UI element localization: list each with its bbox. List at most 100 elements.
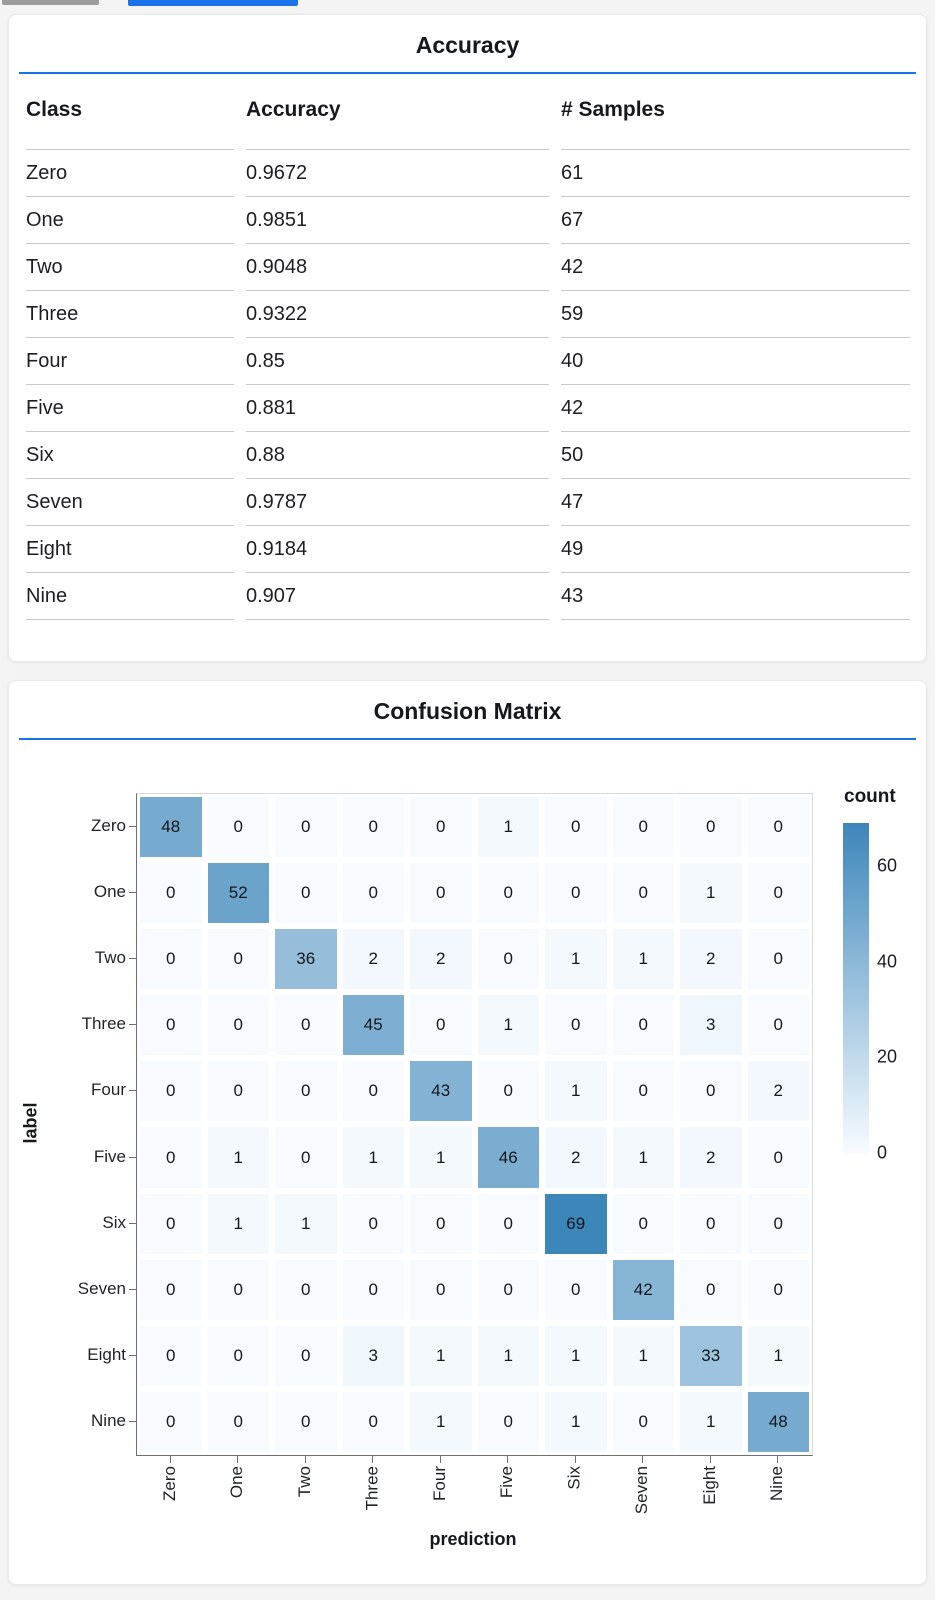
- row-samples-cell: 47: [561, 479, 910, 526]
- heatmap-cell-value: 0: [477, 929, 539, 990]
- heatmap-cell-value: 0: [140, 1391, 202, 1452]
- y-axis-tick: [129, 1024, 136, 1026]
- heatmap-cell-value: 0: [140, 929, 202, 990]
- heatmap-cell: 1: [610, 1124, 678, 1190]
- colorbar-tick-label: 20: [877, 1046, 898, 1067]
- heatmap-cell-value: 0: [207, 1325, 269, 1386]
- y-axis-label: Eight: [87, 1344, 126, 1364]
- heatmap-cell: 1: [677, 860, 745, 926]
- heatmap-cell-value: 1: [477, 797, 539, 858]
- x-axis-tick: [642, 1456, 644, 1463]
- heatmap-cell: 0: [542, 794, 610, 860]
- y-axis-label: Six: [102, 1212, 126, 1232]
- heatmap-cell-value: 0: [680, 797, 742, 858]
- heatmap-cell-value: 0: [680, 1061, 742, 1122]
- confusion-matrix-panel: Confusion Matrix 48 0 0 0 0 1 0 0 0 0 0 52 0 0 0 0 0 0 1 0 0…: [8, 680, 927, 1585]
- table-row: Seven 0.9787 47: [26, 479, 910, 526]
- x-axis-label-text: Two: [294, 1466, 314, 1498]
- y-axis-tick: [129, 892, 136, 894]
- title-underline: [19, 738, 916, 740]
- x-axis-title: prediction: [429, 1529, 517, 1549]
- heatmap-cell-value: 1: [410, 1127, 472, 1188]
- heatmap-cell-value: 0: [545, 863, 607, 924]
- heatmap-cell: 1: [272, 1191, 340, 1257]
- heatmap-cell-value: 0: [545, 1259, 607, 1320]
- heatmap-cell: 0: [610, 992, 678, 1058]
- x-axis-label-text: One: [227, 1466, 247, 1499]
- heatmap-cell: 0: [137, 860, 205, 926]
- heatmap-cell: 2: [542, 1124, 610, 1190]
- heatmap-cell-value: 0: [612, 995, 674, 1056]
- heatmap-cell-value: 2: [410, 929, 472, 990]
- heatmap-cell: 1: [610, 1323, 678, 1389]
- row-class-cell: Two: [26, 244, 234, 291]
- heatmap-cell-value: 1: [612, 1127, 674, 1188]
- table-row: Three 0.9322 59: [26, 291, 910, 338]
- heatmap-cell: 0: [745, 926, 813, 992]
- heatmap-cell: 0: [340, 1257, 408, 1323]
- tab-indicator-inactive[interactable]: [2, 0, 99, 5]
- colorbar-tick-label: 40: [877, 951, 898, 972]
- heatmap-cell-value: 0: [140, 1259, 202, 1320]
- heatmap-cell: 1: [407, 1124, 475, 1190]
- heatmap-cell-value: 0: [410, 797, 472, 858]
- table-row: One 0.9851 67: [26, 197, 910, 244]
- table-row: Nine 0.907 43: [26, 573, 910, 620]
- heatmap-cell-value: 0: [140, 1061, 202, 1122]
- heatmap-cell-value: 0: [410, 863, 472, 924]
- heatmap-cell: 1: [407, 1389, 475, 1455]
- heatmap-cell-value: 48: [747, 1391, 809, 1452]
- heatmap-cell: 0: [745, 1191, 813, 1257]
- heatmap-cell-value: 0: [747, 863, 809, 924]
- row-class-cell: Six: [26, 432, 234, 479]
- y-axis-tick: [129, 958, 136, 960]
- heatmap-cell: 36: [272, 926, 340, 992]
- panel-title: Accuracy: [415, 32, 520, 58]
- heatmap-cell: 0: [272, 1323, 340, 1389]
- table-row: Two 0.9048 42: [26, 244, 910, 291]
- row-accuracy-cell: 0.9787: [246, 479, 549, 526]
- heatmap-cell: 0: [677, 1257, 745, 1323]
- y-axis-label: Zero: [91, 816, 126, 836]
- heatmap-cell-value: 0: [275, 995, 337, 1056]
- heatmap-cell: 48: [745, 1389, 813, 1455]
- colorbar-tick-label: 60: [877, 855, 898, 876]
- row-accuracy-cell: 0.9322: [246, 291, 549, 338]
- heatmap-cell-value: 0: [612, 797, 674, 858]
- x-axis-tick: [574, 1456, 576, 1463]
- heatmap-cell: 1: [475, 1323, 543, 1389]
- heatmap-cell-value: 3: [680, 995, 742, 1056]
- row-class-cell: Zero: [26, 150, 234, 197]
- heatmap-cell-value: 2: [342, 929, 404, 990]
- heatmap-cell: 1: [475, 992, 543, 1058]
- heatmap-cell: 0: [272, 794, 340, 860]
- tab-indicator-active[interactable]: [128, 0, 298, 6]
- row-accuracy-cell: 0.9184: [246, 526, 549, 573]
- heatmap-cell-value: 45: [342, 995, 404, 1056]
- heatmap-cell: 1: [340, 1124, 408, 1190]
- heatmap-cell-value: 0: [207, 995, 269, 1056]
- heatmap-cell-value: 0: [342, 1193, 404, 1254]
- table-row: Four 0.85 40: [26, 338, 910, 385]
- heatmap-cell: 0: [205, 992, 273, 1058]
- heatmap-cell-value: 1: [410, 1391, 472, 1452]
- heatmap-cell: 0: [475, 1389, 543, 1455]
- heatmap-cell-value: 0: [207, 1061, 269, 1122]
- table-row: Eight 0.9184 49: [26, 526, 910, 573]
- heatmap-cell-value: 1: [680, 1391, 742, 1452]
- heatmap-cell: 0: [205, 794, 273, 860]
- heatmap-cell-value: 1: [545, 1391, 607, 1452]
- heatmap-cell-value: 0: [477, 1259, 539, 1320]
- x-axis-tick: [439, 1456, 441, 1463]
- heatmap-cell-value: 0: [342, 1391, 404, 1452]
- heatmap-cell: 52: [205, 860, 273, 926]
- accuracy-panel: Accuracy Class Accuracy # Samples Zero 0.…: [8, 14, 927, 662]
- x-axis-tick: [709, 1456, 711, 1463]
- heatmap-cell-value: 1: [612, 1325, 674, 1386]
- heatmap-cell-value: 2: [680, 1127, 742, 1188]
- table-row: Five 0.881 42: [26, 385, 910, 432]
- heatmap-cell-value: 0: [207, 797, 269, 858]
- heatmap-cell: 0: [475, 1191, 543, 1257]
- heatmap-cell-value: 1: [545, 1061, 607, 1122]
- heatmap-cell: 0: [407, 794, 475, 860]
